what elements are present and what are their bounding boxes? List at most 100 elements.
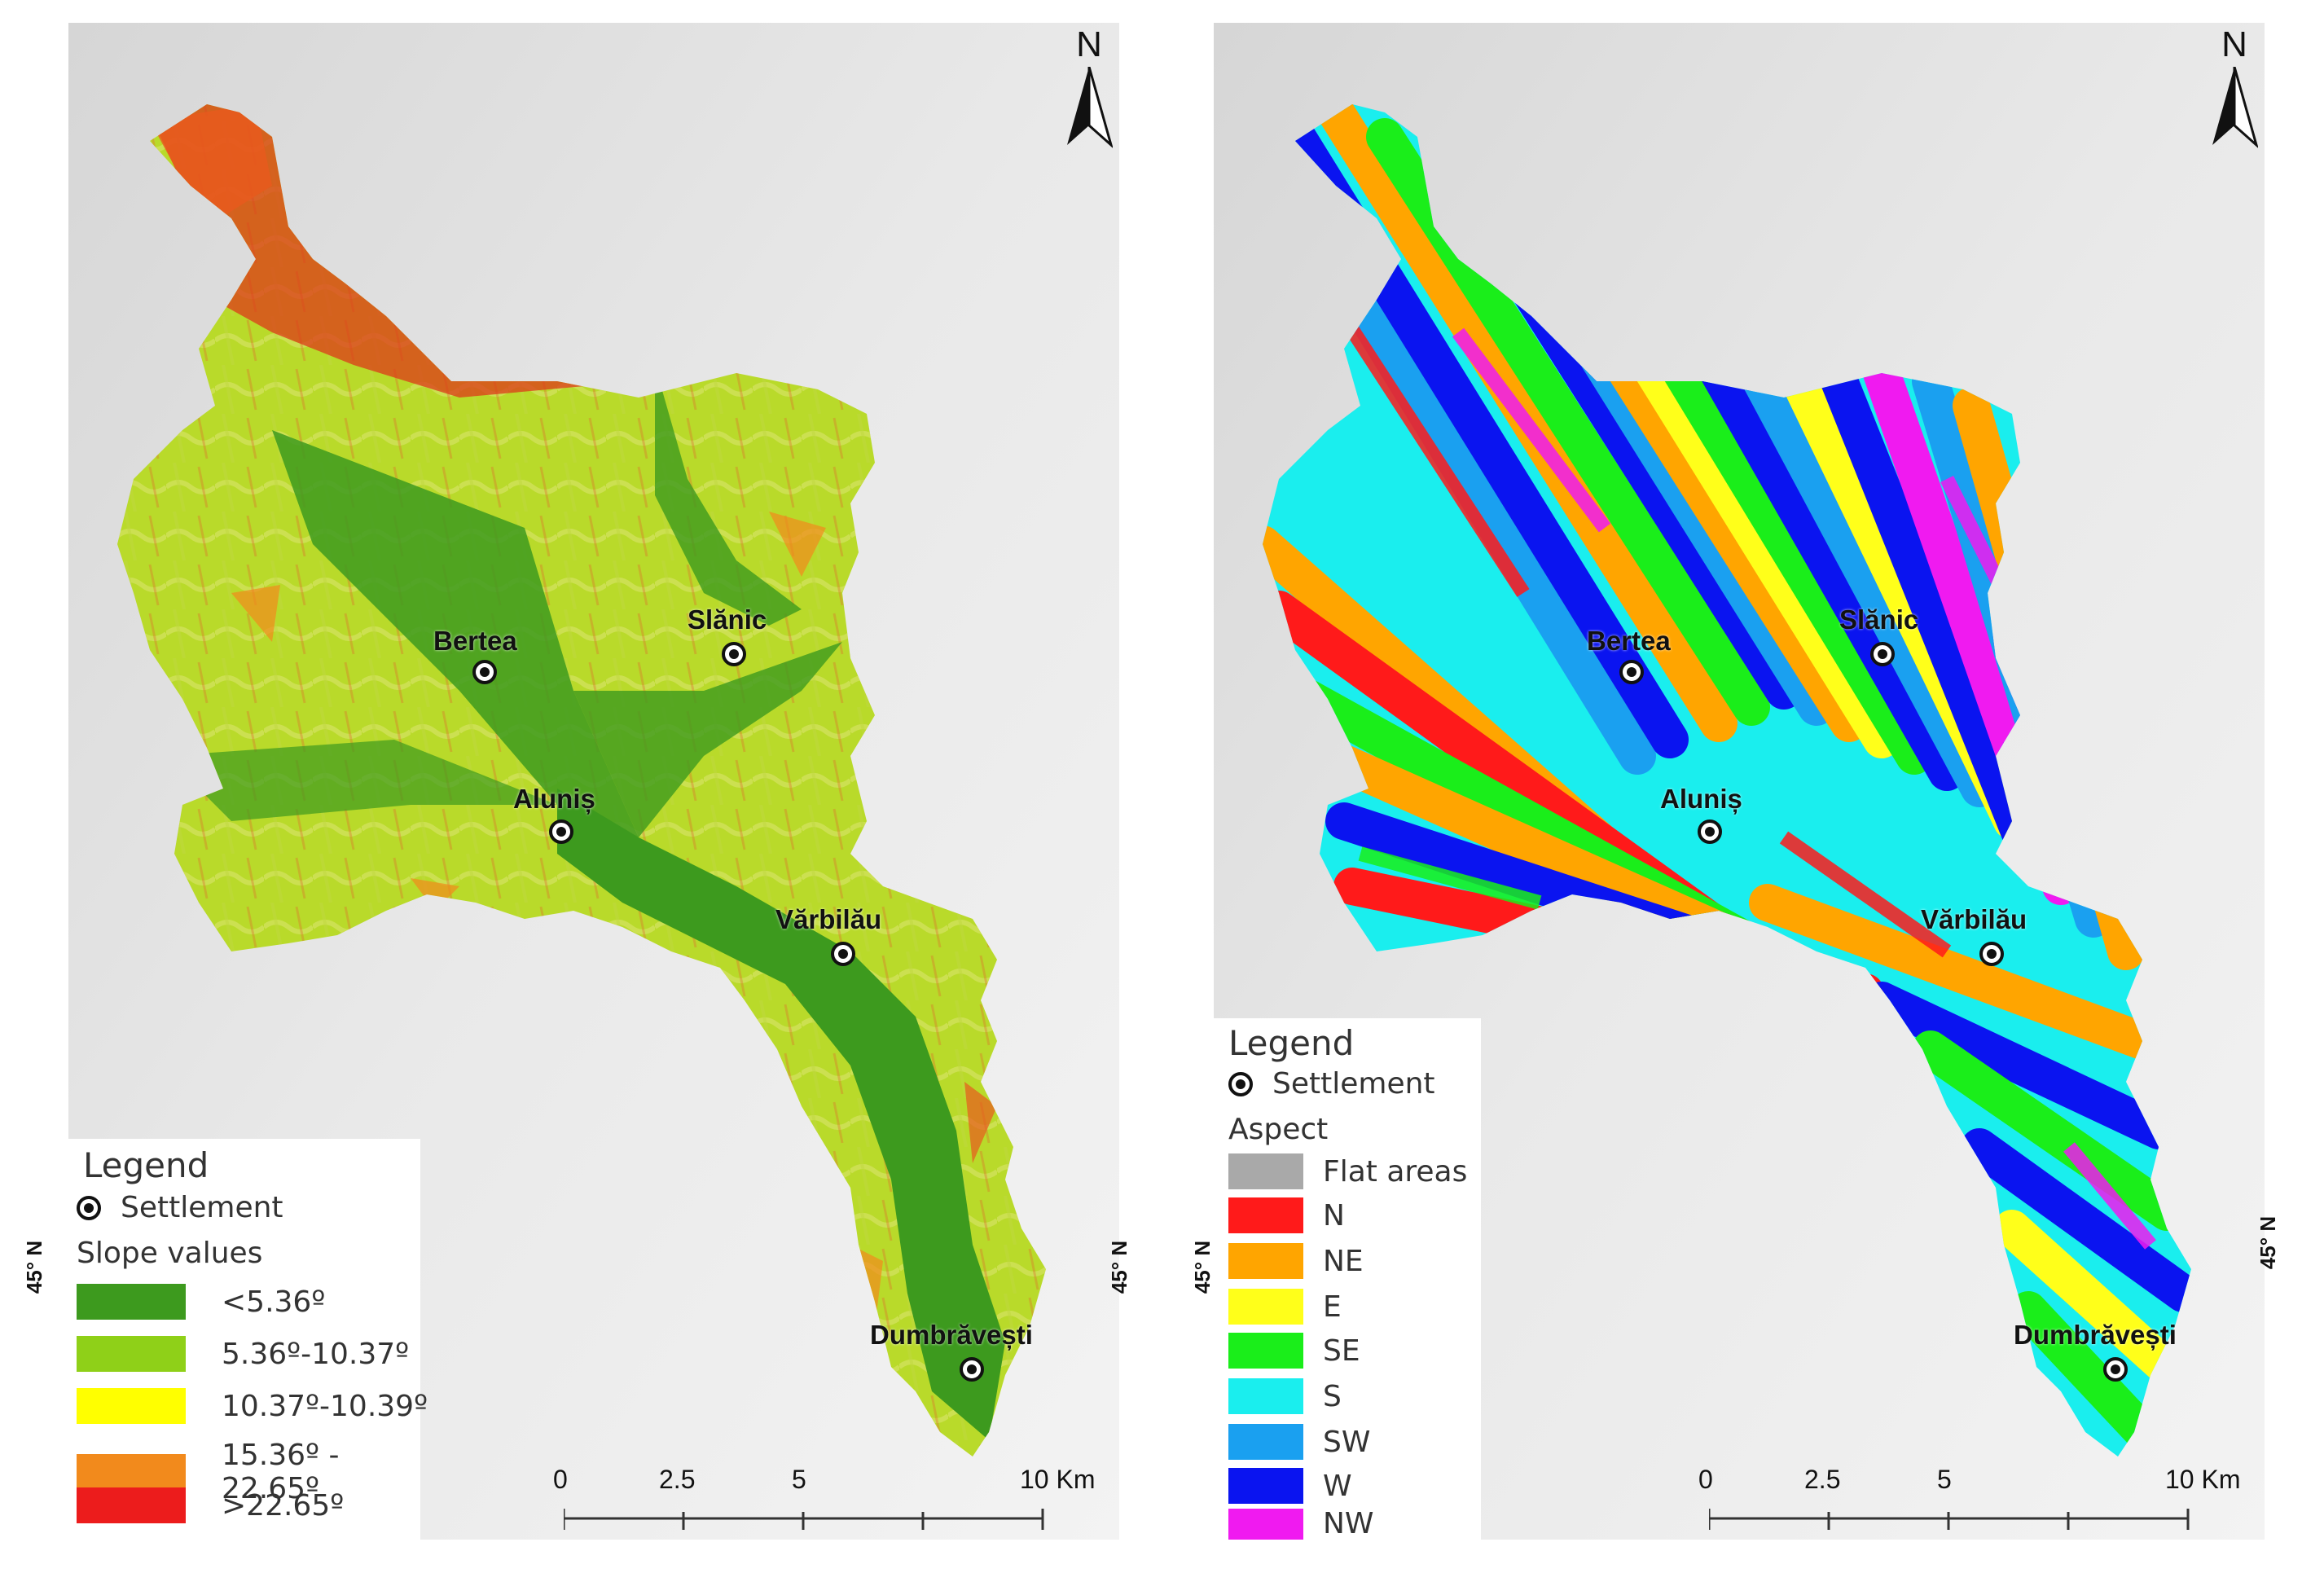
settlement-marker-bertea bbox=[472, 660, 497, 684]
legend-swatch bbox=[77, 1487, 186, 1523]
place-label-slanic: Slănic bbox=[1839, 604, 1919, 635]
legend-swatch bbox=[1228, 1508, 1303, 1540]
aspect-legend: Legend Settlement Aspect Flat areas N NE… bbox=[1214, 1018, 1481, 1540]
scale-label: 2.5 bbox=[1804, 1465, 1841, 1494]
legend-class-label: NE bbox=[1323, 1244, 1364, 1278]
legend-swatch bbox=[1228, 1378, 1303, 1414]
legend-section-title: Aspect bbox=[1228, 1113, 1329, 1146]
place-label-alunis: Aluniș bbox=[1660, 784, 1742, 814]
legend-class-label: >22.65º bbox=[222, 1488, 345, 1522]
scale-label: 10 Km bbox=[2165, 1465, 2241, 1494]
legend-class-label: W bbox=[1323, 1469, 1352, 1503]
legend-class-row: N bbox=[1228, 1197, 1345, 1233]
legend-class-label: Flat areas bbox=[1323, 1154, 1468, 1189]
legend-swatch bbox=[1228, 1333, 1303, 1369]
legend-class-row: Flat areas bbox=[1228, 1153, 1467, 1189]
legend-swatch bbox=[1228, 1424, 1303, 1460]
north-arrow: N bbox=[2206, 24, 2263, 155]
legend-swatch bbox=[77, 1284, 186, 1320]
legend-swatch bbox=[1228, 1243, 1303, 1279]
legend-settlement-label: Settlement bbox=[1272, 1067, 1435, 1101]
settlement-marker-alunis bbox=[1698, 819, 1722, 844]
legend-class-row: NW bbox=[1228, 1507, 1374, 1540]
legend-class-row: SE bbox=[1228, 1333, 1360, 1369]
scale-bar: 0 2.5 5 10 Km bbox=[553, 1465, 1095, 1538]
slope-map-panel: N Bertea Slănic Aluniș Vărbilău Dumbrăve… bbox=[68, 23, 1119, 1540]
settlement-marker-bertea bbox=[1619, 660, 1644, 684]
slope-legend: Legend Settlement Slope values <5.36º 5.… bbox=[68, 1139, 428, 1540]
legend-class-label: N bbox=[1323, 1198, 1345, 1232]
latitude-label: 45° N bbox=[1190, 1240, 1215, 1294]
aspect-map bbox=[1214, 23, 2265, 1540]
latitude-label: 45° N bbox=[2256, 1215, 2281, 1270]
legend-swatch bbox=[77, 1454, 186, 1490]
legend-settlement-row: Settlement bbox=[1228, 1067, 1435, 1101]
legend-class-row: E bbox=[1228, 1289, 1342, 1325]
legend-class-label: 15.36º - 22.65º bbox=[222, 1439, 340, 1505]
scale-label: 5 bbox=[1937, 1465, 1952, 1494]
scale-bar-line bbox=[1709, 1509, 2190, 1530]
legend-swatch bbox=[77, 1336, 186, 1372]
place-label-varbilau: Vărbilău bbox=[775, 904, 882, 934]
legend-class-row: 10.37º-10.39º bbox=[77, 1388, 428, 1424]
north-label: N bbox=[1076, 24, 1102, 64]
legend-class-label: SW bbox=[1323, 1425, 1371, 1459]
scale-label: 0 bbox=[553, 1465, 568, 1494]
place-label-slanic: Slănic bbox=[688, 604, 767, 635]
north-arrow-icon bbox=[1067, 67, 1113, 148]
legend-class-label: <5.36º bbox=[222, 1285, 326, 1319]
scale-label: 2.5 bbox=[659, 1465, 696, 1494]
north-arrow-icon bbox=[2212, 67, 2258, 148]
settlement-marker-slanic bbox=[722, 642, 746, 666]
legend-swatch bbox=[1228, 1289, 1303, 1325]
north-arrow: N bbox=[1061, 24, 1118, 155]
legend-settlement-row: Settlement bbox=[77, 1191, 283, 1224]
legend-class-row: S bbox=[1228, 1378, 1342, 1414]
settlement-marker-dumbravesti bbox=[960, 1357, 984, 1382]
slope-map bbox=[68, 23, 1119, 1540]
legend-class-row: SW bbox=[1228, 1424, 1370, 1460]
settlement-marker-alunis bbox=[549, 819, 573, 844]
legend-swatch bbox=[77, 1388, 186, 1424]
place-label-bertea: Bertea bbox=[1587, 626, 1671, 656]
legend-swatch bbox=[1228, 1197, 1303, 1233]
legend-class-label: S bbox=[1323, 1379, 1342, 1413]
legend-title: Legend bbox=[83, 1145, 209, 1185]
place-label-dumbravesti: Dumbrăvești bbox=[2014, 1320, 2177, 1350]
scale-label: 5 bbox=[792, 1465, 806, 1494]
legend-class-row: W bbox=[1228, 1468, 1352, 1504]
settlement-marker-dumbravesti bbox=[2103, 1357, 2128, 1382]
settlement-marker-varbilau bbox=[1979, 942, 2004, 966]
legend-class-label: SE bbox=[1323, 1334, 1360, 1368]
scale-label: 10 Km bbox=[1020, 1465, 1096, 1494]
settlement-marker-varbilau bbox=[831, 942, 855, 966]
scale-bar: 0 2.5 5 10 Km bbox=[1698, 1465, 2240, 1538]
legend-class-row: >22.65º bbox=[77, 1487, 344, 1523]
legend-swatch bbox=[1228, 1153, 1303, 1189]
north-label: N bbox=[2221, 24, 2247, 64]
legend-class-row: 5.36º-10.37º bbox=[77, 1336, 409, 1372]
legend-title: Legend bbox=[1228, 1023, 1355, 1063]
legend-section-title: Slope values bbox=[77, 1237, 263, 1270]
scale-label: 0 bbox=[1698, 1465, 1713, 1494]
legend-class-row: NE bbox=[1228, 1243, 1364, 1279]
legend-class-label: NW bbox=[1323, 1507, 1374, 1540]
legend-swatch bbox=[1228, 1468, 1303, 1504]
settlement-symbol-icon bbox=[77, 1195, 101, 1220]
place-label-varbilau: Vărbilău bbox=[1921, 904, 2027, 934]
settlement-marker-slanic bbox=[1870, 642, 1895, 666]
latitude-label: 45° N bbox=[22, 1240, 47, 1294]
place-label-bertea: Bertea bbox=[433, 626, 517, 656]
legend-class-label: 10.37º-10.39º bbox=[222, 1389, 428, 1423]
place-label-dumbravesti: Dumbrăvești bbox=[870, 1320, 1033, 1350]
legend-class-row: <5.36º bbox=[77, 1284, 325, 1320]
aspect-map-panel: N Bertea Slănic Aluniș Vărbilău Dumbrăve… bbox=[1214, 23, 2265, 1540]
legend-class-row: 15.36º - 22.65º bbox=[77, 1439, 420, 1505]
latitude-label: 45° N bbox=[1107, 1240, 1132, 1294]
legend-class-label: E bbox=[1323, 1290, 1342, 1324]
settlement-symbol-icon bbox=[1228, 1071, 1253, 1096]
legend-settlement-label: Settlement bbox=[121, 1191, 283, 1224]
place-label-alunis: Aluniș bbox=[513, 784, 595, 814]
legend-class-label: 5.36º-10.37º bbox=[222, 1337, 410, 1371]
scale-bar-line bbox=[564, 1509, 1044, 1530]
